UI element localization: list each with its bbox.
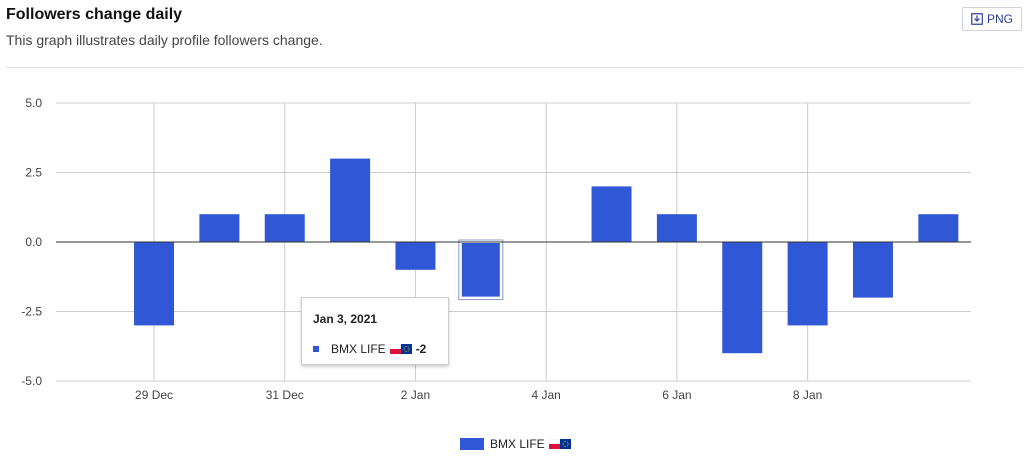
bar[interactable] [787, 242, 828, 326]
tooltip-value: -2 [415, 342, 427, 356]
bar[interactable] [459, 241, 502, 299]
legend-label: BMX LIFE [490, 437, 545, 451]
bar-highlight-outline [458, 239, 504, 301]
chart-tooltip: Jan 3, 2021 BMX LIFE -2 [301, 297, 449, 365]
bar[interactable] [722, 242, 763, 354]
chart-legend[interactable]: BMX LIFE [460, 437, 571, 451]
flag-icon [548, 439, 571, 449]
tooltip-swatch [313, 346, 319, 352]
x-tick-label: 6 Jan [662, 388, 691, 402]
x-tick-label: 29 Dec [135, 388, 173, 402]
y-tick-label: -2.5 [21, 305, 42, 319]
x-tick-label: 31 Dec [266, 388, 304, 402]
bar[interactable] [264, 214, 305, 242]
y-tick-label: -5.0 [21, 374, 42, 388]
x-tick-label: 8 Jan [793, 388, 822, 402]
png-download-button[interactable]: PNG [962, 7, 1022, 31]
bar[interactable] [330, 158, 371, 242]
bar[interactable] [656, 214, 697, 242]
tooltip-row: BMX LIFE -2 [313, 342, 426, 356]
bar[interactable] [199, 214, 240, 242]
y-tick-label: 0.0 [25, 235, 42, 249]
bar[interactable] [134, 242, 175, 326]
y-tick-label: 2.5 [25, 166, 42, 180]
chart-title: Followers change daily [6, 6, 183, 23]
legend-swatch [460, 438, 484, 450]
bar[interactable] [918, 214, 959, 242]
bar[interactable] [852, 242, 893, 298]
x-tick-label: 2 Jan [401, 388, 430, 402]
x-tick-label: 4 Jan [531, 388, 560, 402]
flag-icon [389, 344, 412, 354]
png-label: PNG [986, 12, 1013, 26]
bar[interactable] [591, 186, 632, 242]
bar[interactable] [395, 242, 436, 270]
tooltip-series-name: BMX LIFE [331, 342, 386, 356]
tooltip-date: Jan 3, 2021 [313, 312, 378, 326]
chart-subtitle: This graph illustrates daily profile fol… [6, 32, 323, 48]
header-divider [6, 67, 1023, 68]
y-tick-label: 5.0 [25, 96, 42, 110]
download-icon [971, 13, 983, 25]
